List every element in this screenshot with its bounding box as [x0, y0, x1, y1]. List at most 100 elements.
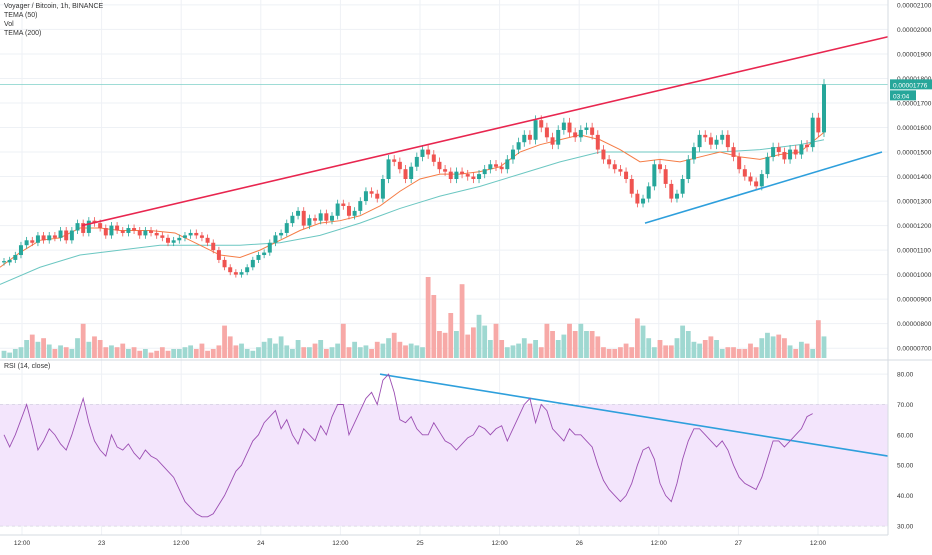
candle-body	[386, 159, 391, 179]
volume-bar	[52, 349, 58, 358]
volume-bar	[680, 325, 686, 358]
candle-body	[290, 215, 295, 224]
candle-body	[13, 255, 18, 260]
trendline-support[interactable]	[644, 151, 883, 224]
volume-bar	[589, 331, 595, 358]
candle-body	[482, 169, 487, 175]
price-tick-label: 0.00002000	[897, 27, 932, 34]
candle-body	[24, 240, 29, 246]
candle-body	[228, 267, 233, 273]
volume-bar	[815, 320, 821, 358]
candle-body	[816, 117, 821, 133]
candle-body	[465, 174, 470, 177]
candle-body	[296, 210, 301, 216]
price-tick-label: 0.00001400	[897, 174, 932, 181]
volume-bar	[165, 350, 171, 358]
volume-bar	[651, 347, 657, 358]
volume-bar	[798, 341, 804, 358]
candle-body	[742, 169, 747, 177]
candle-body	[216, 250, 221, 260]
time-tick-label: 27	[735, 540, 743, 547]
candle-body	[154, 232, 159, 236]
volume-bar	[227, 336, 233, 358]
candle-body	[669, 183, 674, 199]
volume-bar	[657, 340, 663, 358]
volume-bar	[75, 338, 80, 358]
candle-body	[222, 259, 227, 268]
candle-body	[505, 159, 510, 170]
tema50-legend: TEMA (50)	[4, 12, 38, 19]
candle-body	[725, 134, 730, 148]
candle-body	[720, 134, 725, 140]
candle-body	[663, 169, 668, 184]
volume-bar	[550, 331, 555, 358]
volume-bar	[606, 349, 612, 358]
trendline-resistance[interactable]	[81, 36, 889, 227]
trendline-rsi-divergence[interactable]	[379, 373, 889, 457]
candle-body	[522, 134, 527, 143]
rsi-tick-label: 60.00	[897, 432, 914, 439]
candle-body	[47, 235, 52, 241]
price-tick-label: 0.00001300	[897, 199, 932, 206]
volume-bar	[731, 347, 736, 358]
rsi-tick-label: 70.00	[897, 402, 914, 409]
volume-bar	[386, 338, 391, 358]
volume-bar	[487, 340, 493, 358]
rsi-line	[3, 373, 813, 518]
time-tick-label: 12:00	[491, 540, 508, 547]
time-tick-label: 12:00	[173, 540, 190, 547]
candle-body	[262, 252, 267, 256]
volume-bar	[41, 338, 46, 358]
volume-bar	[159, 347, 165, 358]
volume-bar	[482, 325, 488, 358]
candle-body	[426, 149, 431, 155]
volume-bar	[504, 347, 510, 358]
volume-bar	[103, 347, 109, 358]
candle-body	[601, 149, 606, 160]
candle-body	[330, 215, 334, 221]
volume-bar	[425, 277, 431, 358]
price-tick-label: 0.00001500	[897, 150, 932, 157]
volume-bar	[46, 344, 52, 358]
candle-body	[573, 132, 578, 138]
volume-bar	[516, 343, 522, 358]
candle-body	[771, 147, 776, 157]
candle-body	[120, 230, 125, 233]
volume-bar	[250, 350, 256, 358]
candle-body	[658, 164, 662, 170]
volume-bar	[24, 340, 30, 358]
volume-bar	[765, 332, 770, 358]
volume-bar	[719, 349, 725, 358]
volume-bar	[634, 318, 640, 358]
time-tick-label: 26	[576, 540, 584, 547]
candle-body	[578, 129, 583, 138]
volume-bar	[114, 347, 120, 358]
candlesticks	[2, 79, 826, 278]
candle-body	[35, 235, 40, 243]
candle-body	[41, 235, 46, 241]
volume-bar	[465, 334, 471, 358]
candle-body	[510, 149, 515, 160]
countdown-badge	[890, 90, 916, 101]
volume-bar	[691, 341, 697, 358]
trendlines[interactable]	[81, 36, 889, 457]
volume-bar	[205, 350, 210, 358]
volume-bar	[340, 323, 346, 358]
candle-body	[30, 240, 35, 243]
candle-body	[81, 223, 86, 233]
volume-bar	[470, 327, 476, 358]
time-tick-label: 12:00	[332, 540, 349, 547]
volume-bar	[261, 341, 267, 358]
candle-body	[75, 223, 80, 231]
volume-bar	[640, 325, 646, 358]
candle-body	[499, 166, 504, 170]
candle-body	[494, 164, 498, 167]
volume-bar	[448, 313, 454, 358]
volume-bar	[702, 340, 708, 358]
candle-body	[533, 120, 538, 140]
candle-body	[477, 174, 482, 179]
volume-bar	[244, 349, 250, 358]
time-tick-label: 24	[257, 540, 265, 547]
volume-bar	[120, 343, 126, 358]
